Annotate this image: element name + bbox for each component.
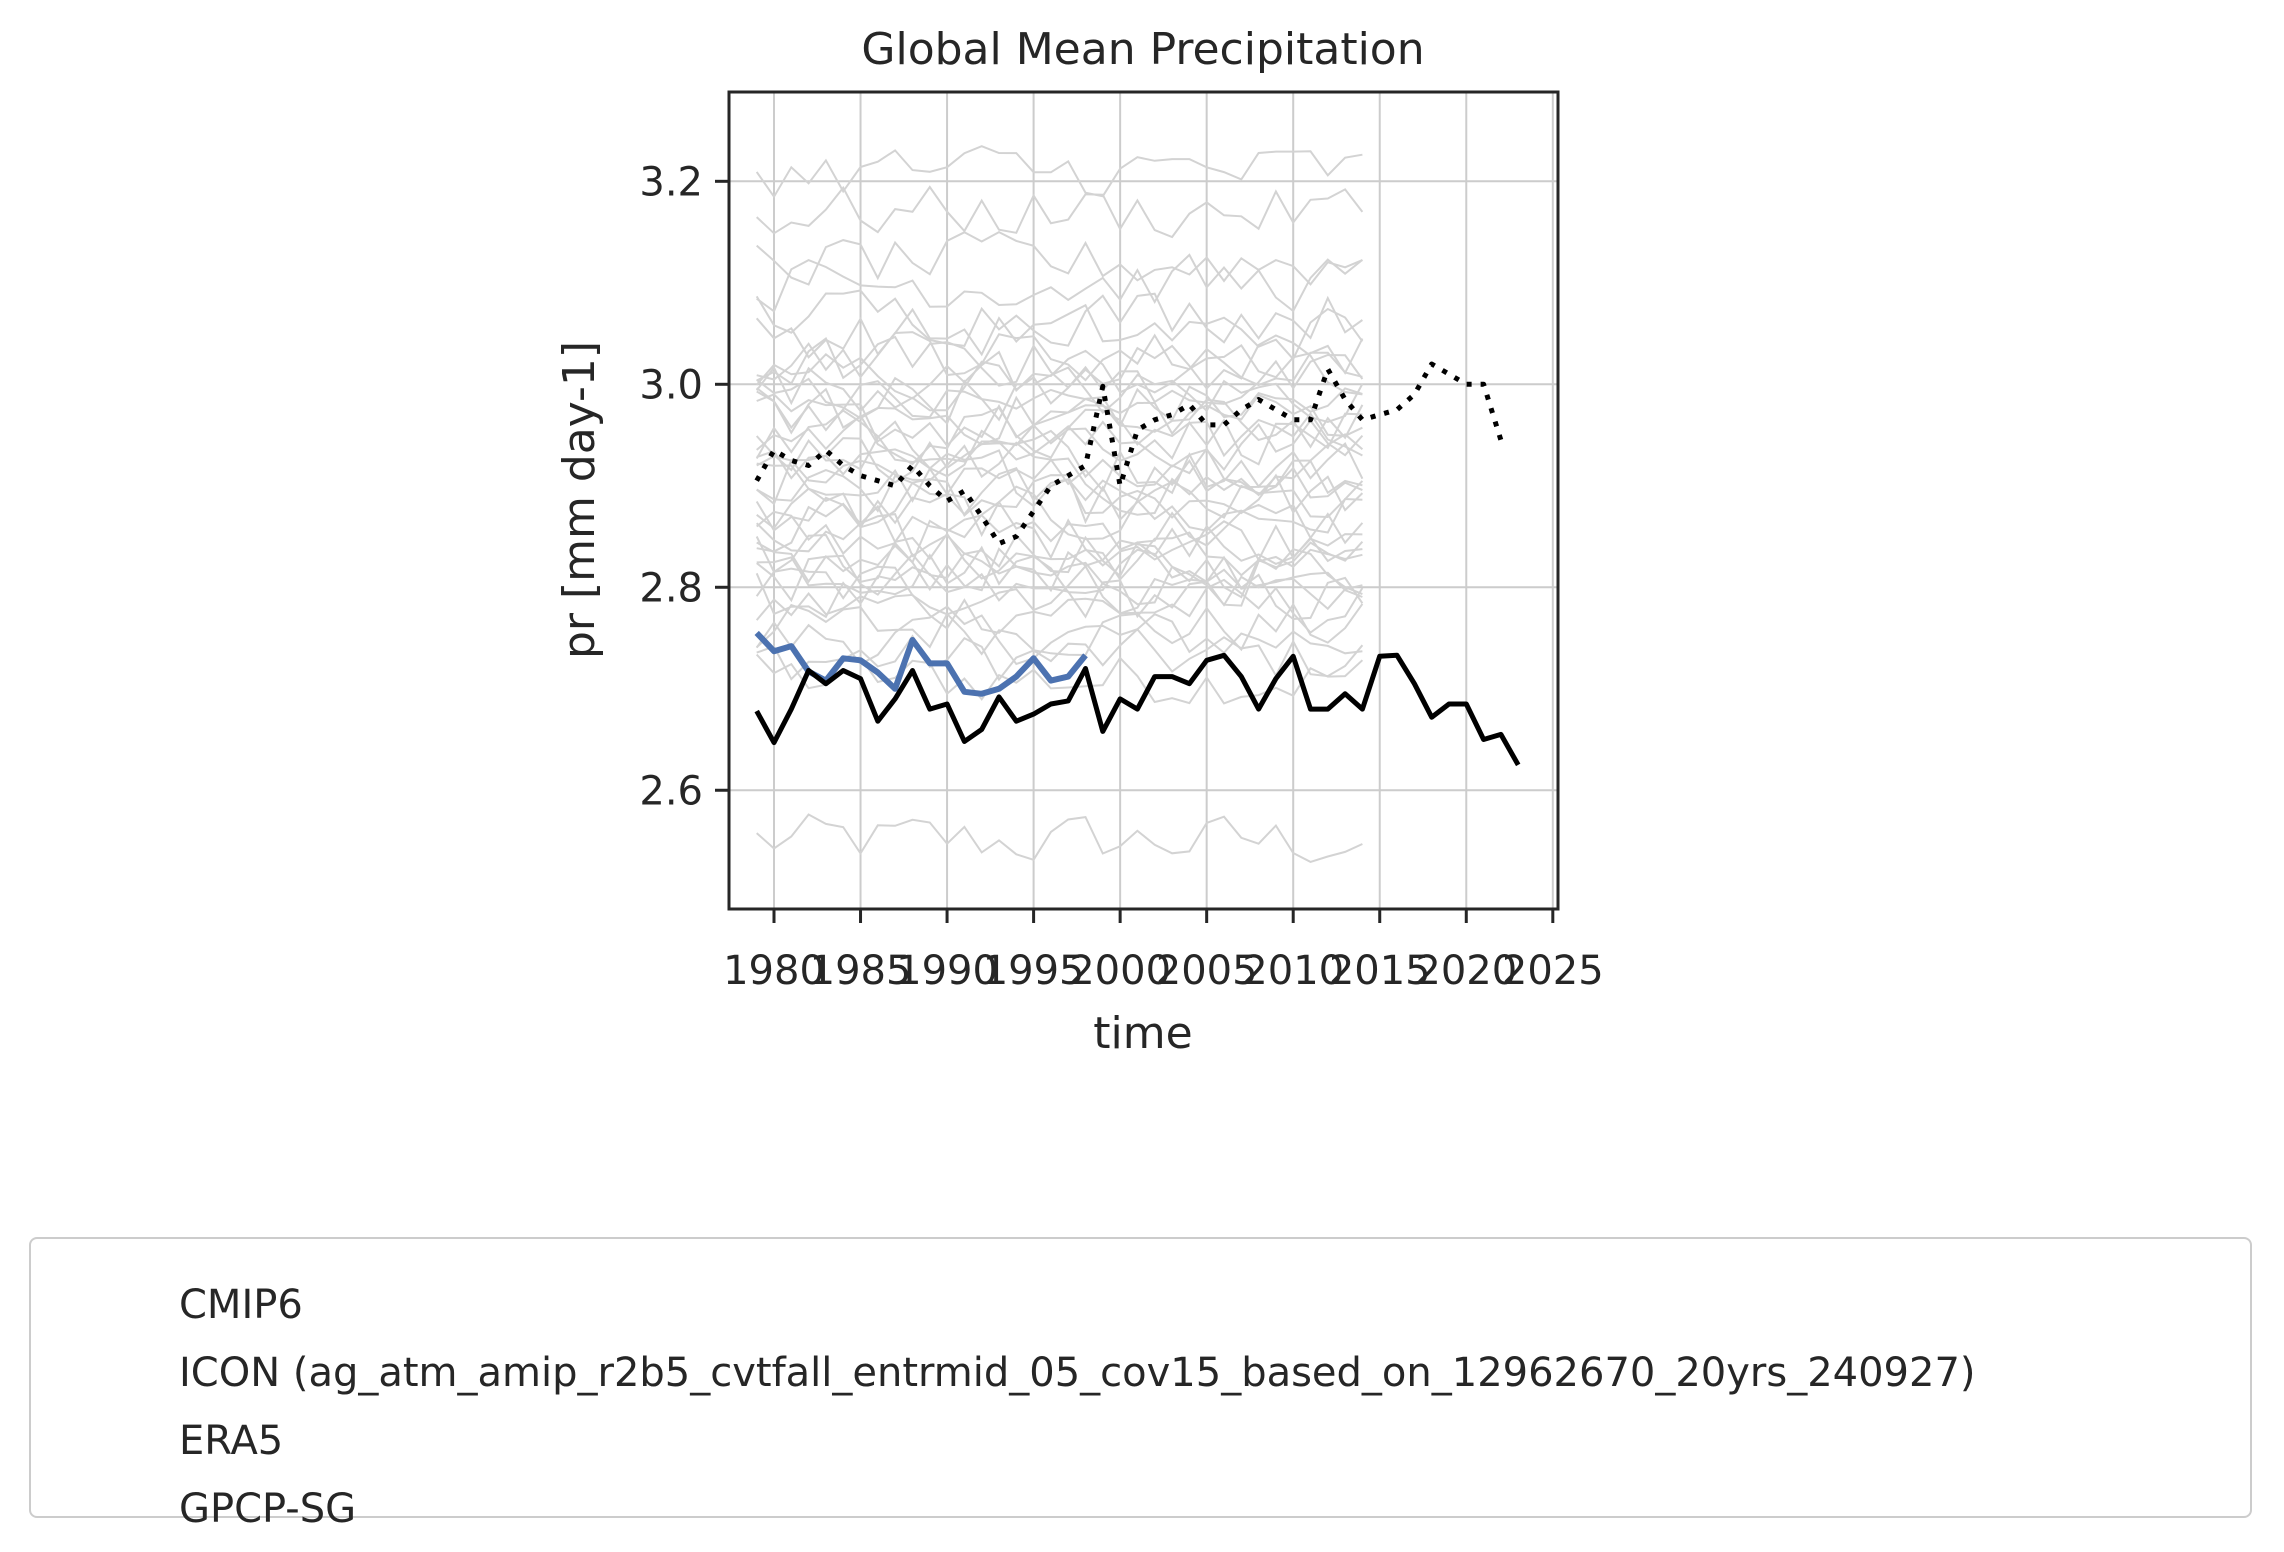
legend: CMIP6 ICON (ag_atm_amip_r2b5_cvtfall_ent… (29, 1237, 2252, 1532)
cmip6-series-line (755, 347, 1363, 400)
cmip6-series-line (756, 185, 1364, 239)
legend-label-gpcp-sg: GPCP-SG (179, 1486, 357, 1532)
cmip6-series-line (756, 230, 1363, 286)
x-tick-label: 1990 (896, 948, 998, 994)
axes-frame (727, 90, 1560, 911)
cmip6-series-line (756, 429, 1364, 489)
cmip6-series-line (755, 303, 1364, 361)
plot-lines (754, 145, 1521, 863)
legend-label-icon: ICON (ag_atm_amip_r2b5_cvtfall_entrmid_0… (179, 1350, 1976, 1396)
gpcp-sg-series-line (754, 652, 1521, 767)
y-tick-label: 3.0 (639, 362, 703, 408)
x-axis-label: time (1093, 1008, 1192, 1059)
cmip6-series-line (755, 531, 1364, 583)
cmip6-series-line (755, 289, 1363, 347)
x-tick-label: 2020 (1415, 948, 1517, 994)
x-tick-label: 1995 (983, 948, 1085, 994)
ticks: 1980198519901995200020052010201520202025… (639, 159, 1603, 994)
cmip6-series-line (755, 578, 1364, 634)
cmip6-series-line (756, 387, 1363, 446)
x-tick-label: 1980 (723, 948, 825, 994)
cmip6-series-line (755, 145, 1363, 199)
cmip6-series-line (755, 409, 1363, 466)
legend-label-cmip6: CMIP6 (179, 1282, 303, 1328)
cmip6-series-line (756, 331, 1364, 382)
cmip6-series-line (756, 334, 1363, 396)
cmip6-series-line (755, 353, 1364, 413)
cmip6-series-line (756, 627, 1364, 682)
chart-title: Global Mean Precipitation (861, 24, 1424, 75)
cmip6-series-line (756, 441, 1364, 495)
legend-label-era5: ERA5 (179, 1418, 284, 1464)
cmip6-series-line (756, 366, 1364, 426)
cmip6-series-line (755, 605, 1363, 666)
cmip6-series-line (756, 510, 1363, 567)
y-axis-label: pr [mm day-1] (554, 341, 605, 659)
x-tick-label: 2015 (1329, 948, 1431, 994)
x-tick-label: 2010 (1242, 948, 1344, 994)
x-tick-label: 1985 (810, 948, 912, 994)
cmip6-series-line (756, 813, 1363, 863)
cmip6-series-line (756, 448, 1363, 508)
cmip6-series-line (756, 253, 1364, 313)
grid (729, 92, 1558, 909)
x-tick-label: 2000 (1069, 948, 1171, 994)
y-tick-label: 2.6 (639, 768, 703, 814)
cmip6-series-line (755, 418, 1364, 478)
cmip6-series-line (756, 545, 1363, 598)
cmip6-series-line (756, 602, 1364, 657)
cmip6-series-line (756, 457, 1363, 516)
x-tick-label: 2005 (1156, 948, 1258, 994)
y-tick-label: 3.2 (639, 159, 703, 205)
cmip6-series-line (756, 380, 1363, 432)
y-tick-label: 2.8 (639, 565, 703, 611)
chart: 1980198519901995200020052010201520202025… (554, 24, 1604, 1059)
cmip6-series-line (756, 393, 1364, 449)
x-tick-label: 2025 (1502, 948, 1604, 994)
cmip6-series-line (755, 566, 1364, 621)
